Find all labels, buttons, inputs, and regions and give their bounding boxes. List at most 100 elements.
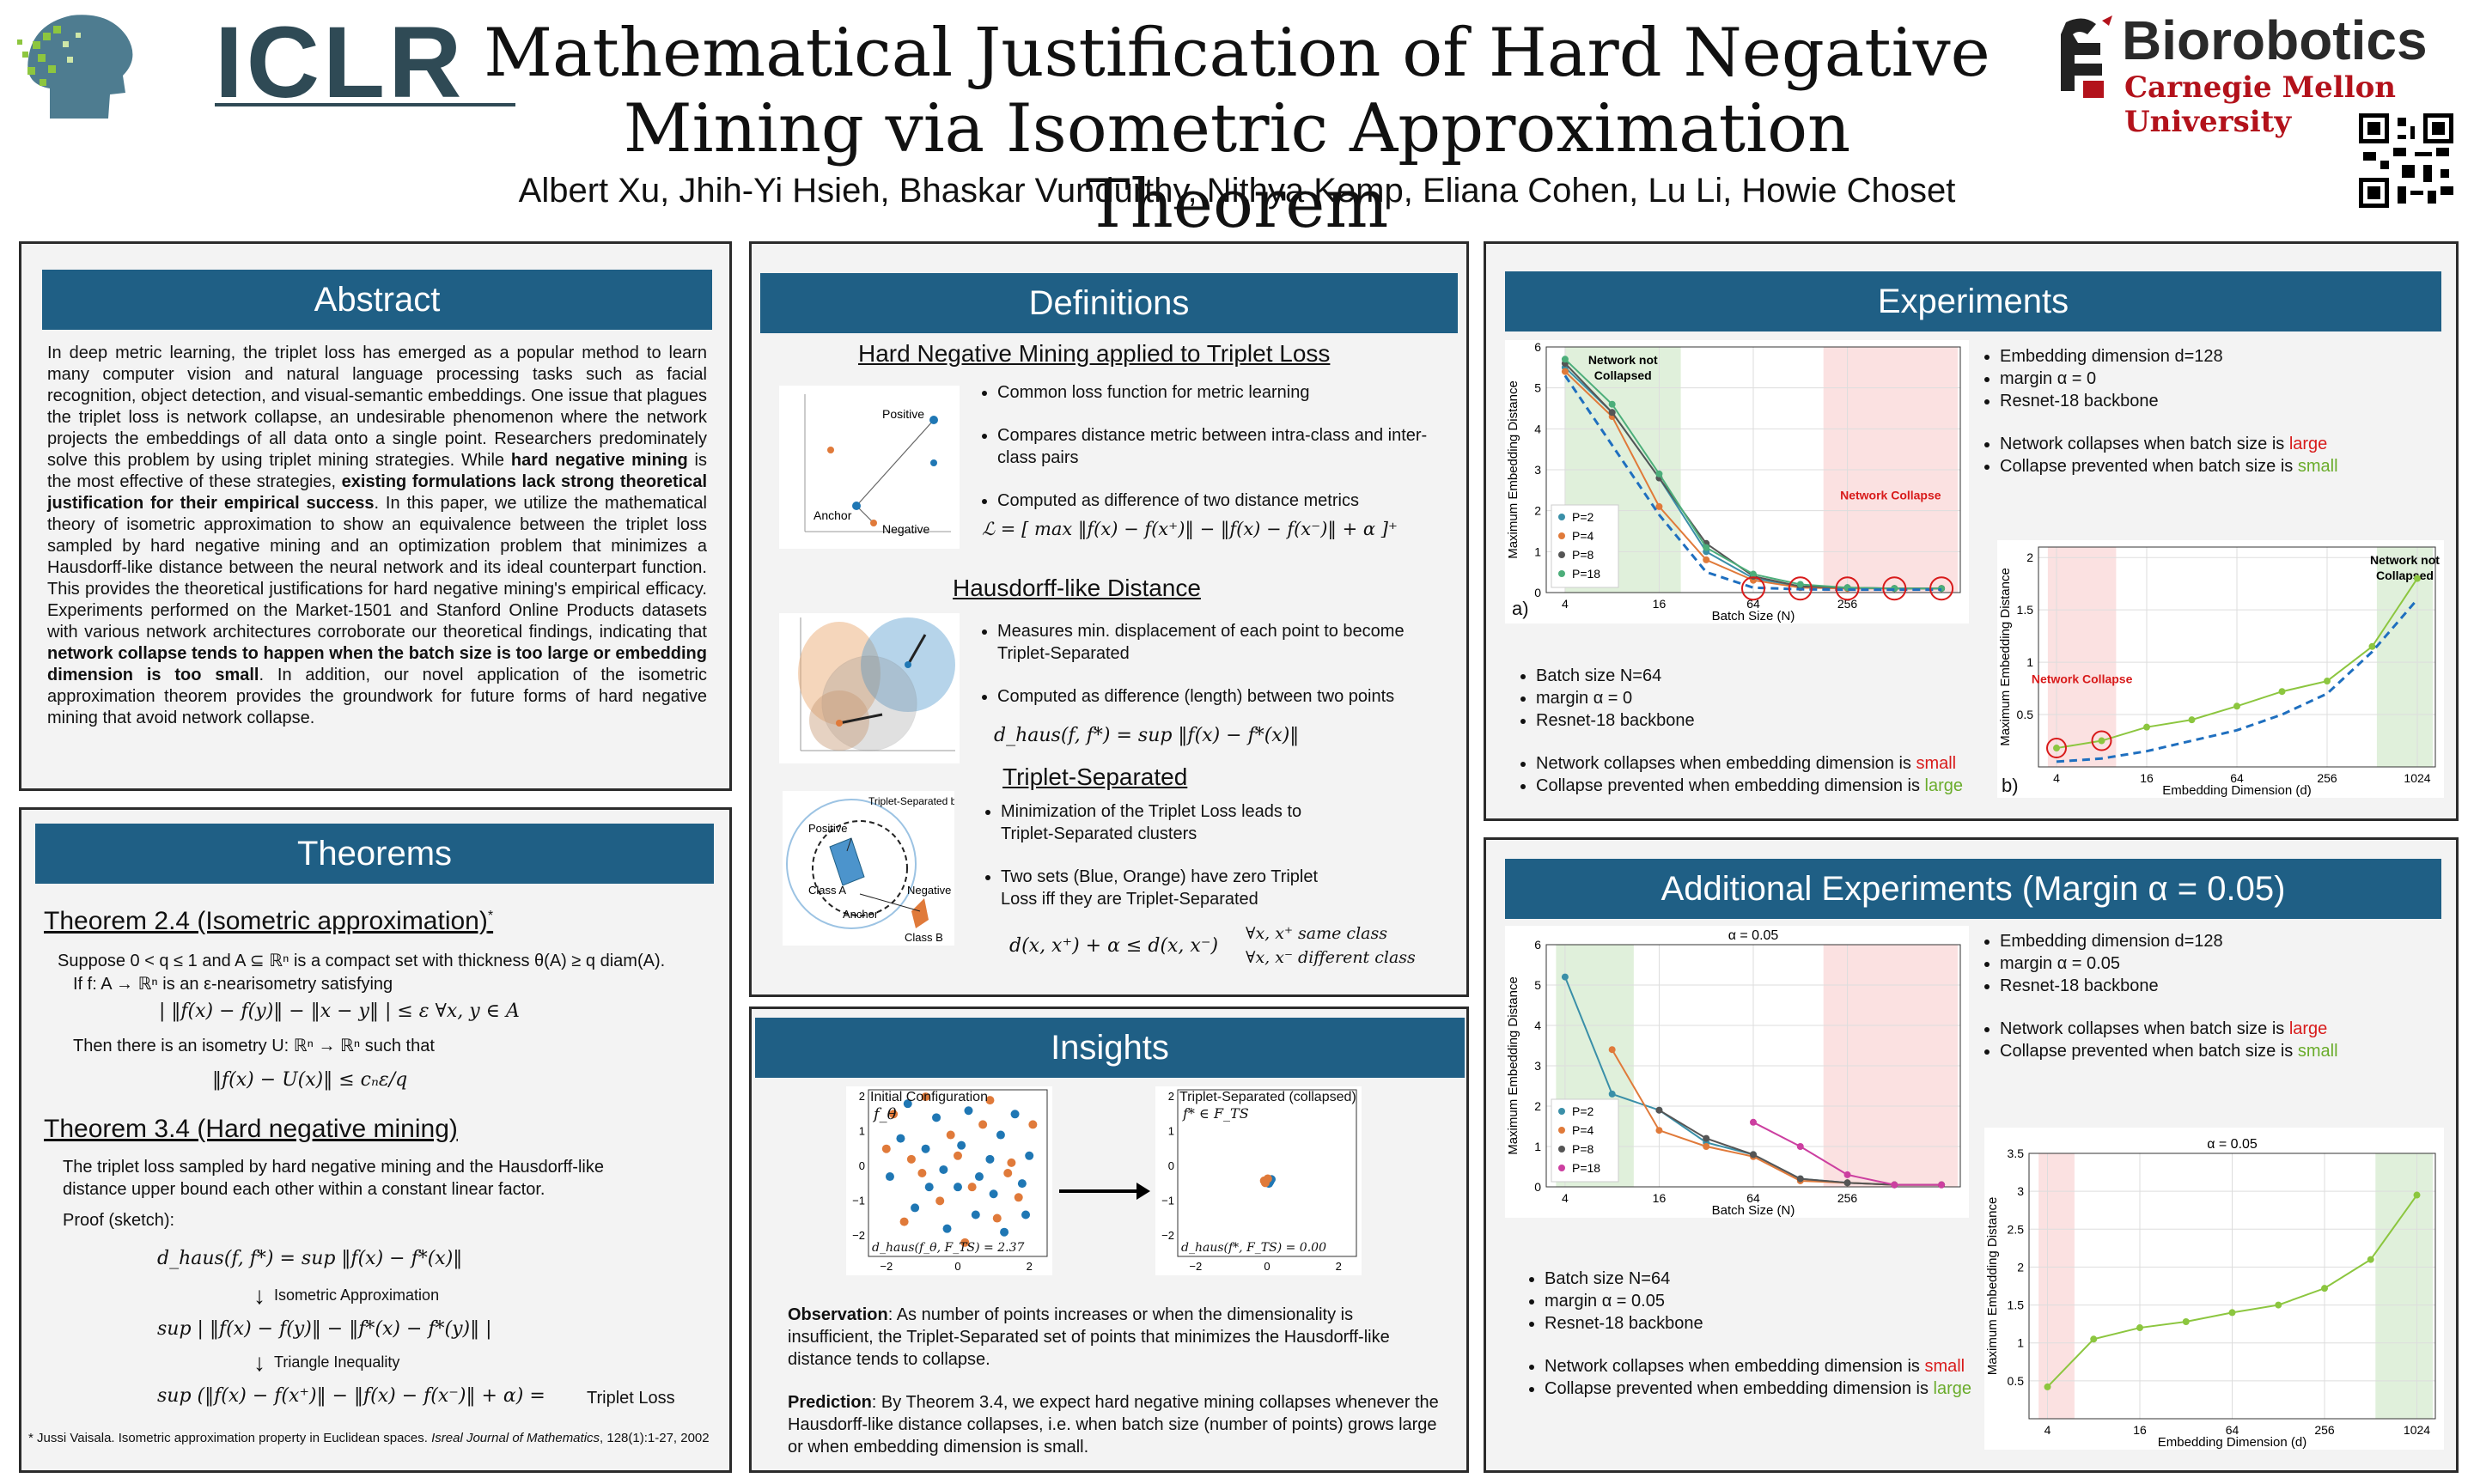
- y-tick-label: 1: [2017, 1336, 2024, 1350]
- scatter-point: [1028, 1120, 1038, 1129]
- data-point: [1561, 356, 1569, 363]
- theorem-3-4-title: Theorem 3.4 (Hard negative mining): [44, 1115, 458, 1143]
- data-point: [1655, 470, 1663, 477]
- theorem-2-4-title: Theorem 2.4 (Isometric approximation)*: [44, 907, 493, 936]
- hausdorff-bullet-1: Measures min. displacement of each point…: [997, 620, 1454, 665]
- data-point: [1703, 556, 1710, 563]
- loss-eq: ℒ = [ max ‖f(x) − f(x⁺)‖ − ‖f(x) − f(x⁻)…: [982, 519, 1398, 539]
- scatter-point: [985, 1096, 995, 1105]
- legend-label: P=18: [1572, 567, 1600, 581]
- data-point: [1703, 544, 1710, 551]
- ins1-title: Initial Configuration: [870, 1090, 988, 1104]
- scatter-point: [911, 1203, 920, 1213]
- y-tick-label: 2: [2026, 550, 2033, 564]
- down-arrow-icon: ↓: [253, 1282, 265, 1309]
- ts-eq-r1: ∀x, x⁺ same class: [1246, 924, 1387, 943]
- add-r-b2-text: Collapse prevented when batch size is: [2000, 1042, 2298, 1061]
- ts-anchor-label: Anchor: [843, 908, 879, 921]
- x-tick-label: 1024: [2404, 771, 2430, 785]
- footnote-journal: Isreal Journal of Mathematics: [431, 1431, 600, 1445]
- hausdorff-bullets: Measures min. displacement of each point…: [973, 620, 1454, 708]
- scatter-point: [954, 1183, 962, 1192]
- scatter-point: [881, 1144, 891, 1153]
- scatter-point: [974, 1172, 984, 1182]
- plot-frame: [1545, 944, 1961, 1188]
- legend-label: P=2: [1572, 1104, 1594, 1118]
- scatter-point: [1010, 1110, 1020, 1119]
- scatter-point: [946, 1130, 955, 1140]
- t1-line2: If f: A → ℝⁿ is an ε-nearisometry satisf…: [73, 975, 393, 994]
- y-tick-label: 3: [1534, 1059, 1541, 1073]
- scatter-point: [957, 1140, 966, 1150]
- abstract-p1: In deep metric learning, the triplet los…: [47, 344, 707, 470]
- scatter-point: [1014, 1193, 1023, 1202]
- scatter-point: [1007, 1158, 1016, 1167]
- abstract-text: In deep metric learning, the triplet los…: [47, 343, 707, 729]
- exp-chart-b: 0.5 1 1.5 2 4 16 64 256 1024 Embedding Dimension …: [1997, 540, 2444, 798]
- x-tick-label: 4: [2053, 771, 2060, 785]
- data-point: [2233, 702, 2240, 710]
- scatter-point: [978, 1120, 988, 1129]
- footnote-text: * Jussi Vaisala. Isometric approximation…: [28, 1431, 432, 1445]
- data-point: [2367, 1256, 2374, 1263]
- add-r-b1-word: large: [2288, 1019, 2328, 1038]
- legend-marker: [1558, 570, 1565, 577]
- x-tick-label: 0: [954, 1260, 960, 1273]
- add-left-bullets: Batch size N=64 margin α = 0.05 Resnet-1…: [1520, 1268, 2002, 1400]
- exp-r-b2: Collapse prevented when batch size is sm…: [2000, 455, 2422, 477]
- exp-right-bullets: Embedding dimension d=128 margin α = 0 R…: [1976, 345, 2422, 477]
- data-point: [2143, 723, 2150, 731]
- y-tick-label: 4: [1534, 1019, 1541, 1032]
- y-tick-label: 1: [2026, 655, 2033, 669]
- exp-r-b2-text: Collapse prevented when batch size is: [2000, 457, 2298, 476]
- collapse-marker: [1882, 576, 1907, 601]
- region-label: Network Collapse: [1840, 488, 1941, 502]
- y-tick-label: 1: [859, 1125, 865, 1138]
- ts-bullet-2: Two sets (Blue, Orange) have zero Triple…: [1001, 866, 1320, 910]
- x-tick-label: 256: [1837, 597, 1858, 611]
- qr-code-icon: [2359, 113, 2453, 208]
- data-point: [2278, 688, 2286, 696]
- add-chart-b: 0.5 1 1.5 2 2.5 3 3.5 4 16 64 256 1024 Embedding Dim…: [1984, 1128, 2444, 1450]
- exp-l-a1: Batch size N=64: [1536, 665, 1993, 687]
- hnm-title: Hard Negative Mining applied to Triplet …: [858, 340, 1331, 367]
- y-tick-label: 3: [2017, 1184, 2024, 1198]
- hnm-bullet-1: Common loss function for metric learning: [997, 381, 1454, 404]
- add-r-b2-word: small: [2297, 1042, 2338, 1061]
- ins1-sub: f_θ: [874, 1105, 897, 1123]
- ts-classA-label: Class A: [808, 884, 846, 897]
- exp-l-a3: Resnet-18 backbone: [1536, 709, 1993, 732]
- abstract-p3: . In this paper, we utilize the mathemat…: [47, 494, 707, 642]
- plot-frame: [2038, 546, 2436, 768]
- data-point: [2090, 1335, 2098, 1343]
- x-tick-label: 64: [2226, 1423, 2239, 1437]
- t1-line3: Then there is an isometry U: ℝⁿ → ℝⁿ suc…: [73, 1037, 435, 1055]
- legend-label: P=4: [1572, 529, 1594, 543]
- insight-collapsed-plot: −2 0 2 −2 −1 0 1 2 Triplet-Separated (collapsed…: [1155, 1086, 1362, 1275]
- add-l-b1-word: small: [1924, 1357, 1965, 1376]
- page-title: Mathematical Justification of Hard Negat…: [481, 15, 1993, 242]
- data-point: [1608, 409, 1616, 417]
- legend-marker: [1558, 532, 1565, 539]
- region-label: Collapsed: [2376, 569, 2434, 582]
- add-r-a2: margin α = 0.05: [2000, 952, 2422, 975]
- add-l-a3: Resnet-18 backbone: [1545, 1312, 2002, 1335]
- down-arrow-icon: ↓: [253, 1349, 265, 1376]
- exp-chart-a: 0 1 2 3 4 5 6 4 16 64 256 Batch Size (N) Maximum Emb…: [1505, 340, 1969, 623]
- y-tick-label: 3.5: [2008, 1146, 2025, 1160]
- scatter-point: [1263, 1174, 1272, 1183]
- data-point: [2414, 575, 2421, 582]
- ins2-foot: d_haus(f*, F_TS) = 0.00: [1181, 1241, 1326, 1255]
- data-point: [1796, 1143, 1804, 1150]
- t2-proof: Proof (sketch):: [63, 1211, 175, 1230]
- t1-title-text: Theorem 2.4 (Isometric approximation): [44, 907, 488, 935]
- hausdorff-title: Hausdorff-like Distance: [953, 575, 1201, 601]
- region-red: [2047, 547, 2117, 767]
- add-chart-a: 0 1 2 3 4 5 6 4 16 64 256 Batch Size (N) Maximum Emb…: [1505, 926, 1969, 1218]
- insight-initial-plot: −2 0 2 −2 −1 0 1 2 Initial Configuration f_θ d_…: [846, 1086, 1052, 1275]
- x-tick-label: 64: [2230, 771, 2244, 785]
- scatter-point: [964, 1106, 973, 1116]
- x-tick-label: 2: [1336, 1260, 1342, 1273]
- scatter-point: [992, 1213, 1002, 1223]
- scatter-point: [921, 1092, 930, 1102]
